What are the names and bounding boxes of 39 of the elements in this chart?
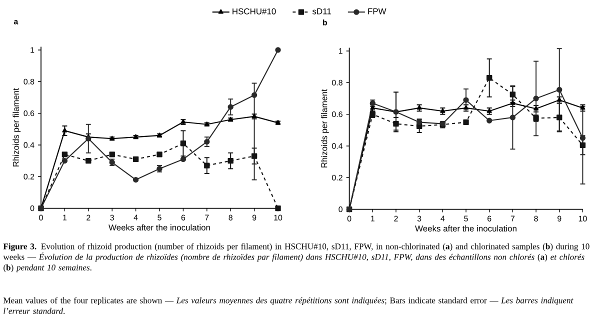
point [228, 104, 234, 110]
legend-label: sD11 [312, 8, 331, 14]
text: Figure 3. Evolution of rhizoid production (number of rhizoids per filament) in HSCHU#10, sD11, FPW, in non-chlorinated (a) and chlorinated samples (b) during 10 weeks — Évolution de la production de rhizoïdes (nombre de rhizoïdes par filament) dans HSCHU#10, sD11, FPW, dans des échantillons non chlorés (a) et chlorés (b) pendant 10 semaines. [3, 243, 590, 272]
point [486, 75, 492, 81]
point [251, 153, 258, 159]
point [62, 128, 68, 132]
point [62, 158, 68, 164]
point [275, 47, 281, 53]
point [86, 158, 92, 164]
y-axis-title: Rhizoids per filament [12, 88, 21, 166]
legend-label: HSCHU#10 [232, 8, 276, 14]
point [62, 152, 68, 158]
point [463, 119, 469, 126]
y-axis-title: Rhizoids per filament [320, 89, 329, 168]
point [463, 97, 469, 103]
point [86, 136, 92, 142]
point [132, 176, 139, 183]
point [251, 92, 258, 98]
point [416, 119, 422, 126]
point [510, 114, 516, 120]
point [204, 162, 210, 168]
point [180, 140, 186, 146]
point [580, 142, 586, 148]
point [393, 120, 399, 127]
point [486, 118, 492, 124]
point [556, 86, 562, 93]
point [204, 138, 210, 145]
x-axis-title: Weeks after the inoculation [415, 225, 516, 232]
text: Mean values of the four replicates are shown — Les valeurs moyennes des quatre répétitions sont indiquées; Bars indicate standard error — Les barres indiquent l’erreur standard. [3, 297, 574, 314]
point [228, 158, 234, 164]
point [156, 152, 162, 158]
point [132, 156, 139, 162]
point [533, 96, 539, 102]
point [556, 114, 562, 120]
point [275, 205, 281, 212]
legend-label: FPW [368, 8, 386, 14]
point [109, 152, 115, 158]
x-axis-title: Weeks after the inoculation [108, 224, 210, 231]
point [510, 92, 516, 98]
